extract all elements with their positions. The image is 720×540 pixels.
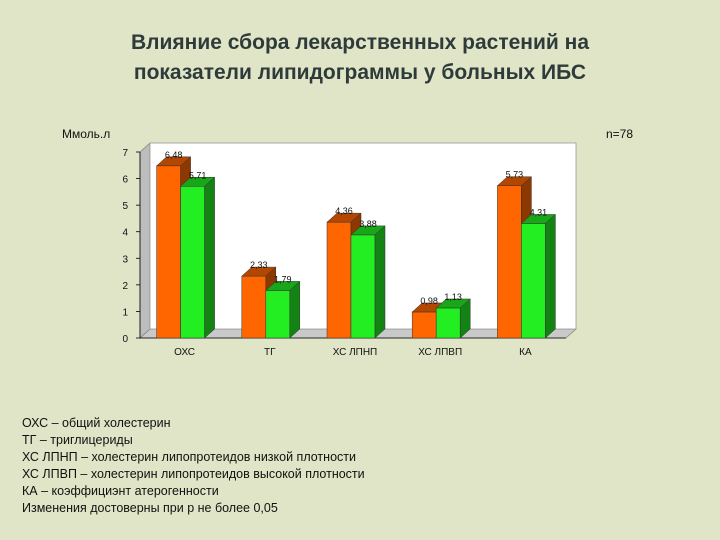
legend-line: ХС ЛПВП – холестерин липопротеидов высок…: [22, 467, 365, 481]
chart-side-wall: [139, 142, 151, 339]
bar: [241, 275, 267, 339]
legend-line: ХС ЛПНП – холестерин липопротеидов низко…: [22, 450, 356, 464]
y-tick-label: 3: [122, 254, 128, 265]
y-tick-label: 6: [122, 175, 128, 186]
abbreviation-legend: ОХС – общий холестерин ТГ – триглицериды…: [22, 415, 365, 517]
bar-side: [374, 225, 386, 339]
data-label: 1,79: [274, 274, 292, 284]
bar: [411, 311, 437, 339]
y-tick-label: 5: [122, 201, 128, 212]
bar-side: [459, 298, 471, 339]
legend-line: ОХС – общий холестерин: [22, 416, 171, 430]
bar-side: [289, 280, 301, 339]
category-label: КА: [519, 347, 532, 358]
category-label: ХС ЛПНП: [333, 347, 378, 358]
bar: [435, 307, 461, 339]
data-label: 0,98: [420, 296, 438, 306]
data-label: 4,36: [335, 206, 353, 216]
category-label: ОХС: [174, 347, 195, 358]
data-label: 4,31: [530, 207, 548, 217]
category-label: ТГ: [264, 347, 276, 358]
chart-title: Влияние сбора лекарственных растений на …: [60, 28, 660, 88]
category-label: ХС ЛПВП: [418, 347, 462, 358]
bar: [521, 223, 546, 339]
data-label: 6,48: [165, 150, 183, 160]
bar: [497, 185, 522, 339]
bar: [265, 290, 291, 339]
legend-line: ТГ – триглицериды: [22, 433, 133, 447]
y-tick-label: 1: [122, 307, 128, 318]
bar: [350, 234, 376, 339]
bar-side: [545, 213, 556, 339]
legend-line: КА – коэффициэнт атерогенности: [22, 484, 219, 498]
bar: [156, 165, 181, 339]
title-line-1: Влияние сбора лекарственных растений на: [130, 31, 590, 54]
y-tick-label: 4: [122, 228, 128, 239]
data-label: 2,33: [250, 260, 268, 270]
data-label: 5,71: [189, 170, 207, 180]
y-tick-label: 0: [122, 334, 128, 345]
title-line-2: показатели липидограммы у больных ИБС: [133, 61, 587, 84]
legend-line: Изменения достоверны при p не более 0,05: [22, 501, 278, 515]
bar: [180, 186, 205, 339]
bar: [326, 221, 352, 339]
data-label: 5,73: [506, 170, 524, 180]
y-axis-unit-label: Ммоль.л: [62, 127, 111, 141]
y-tick-label: 2: [122, 281, 128, 292]
y-tick-label: 7: [122, 148, 128, 159]
sample-size-label: n=78: [606, 127, 634, 141]
bar-side: [204, 176, 215, 339]
data-label: 3,88: [359, 219, 377, 229]
data-label: 1,13: [444, 292, 462, 302]
